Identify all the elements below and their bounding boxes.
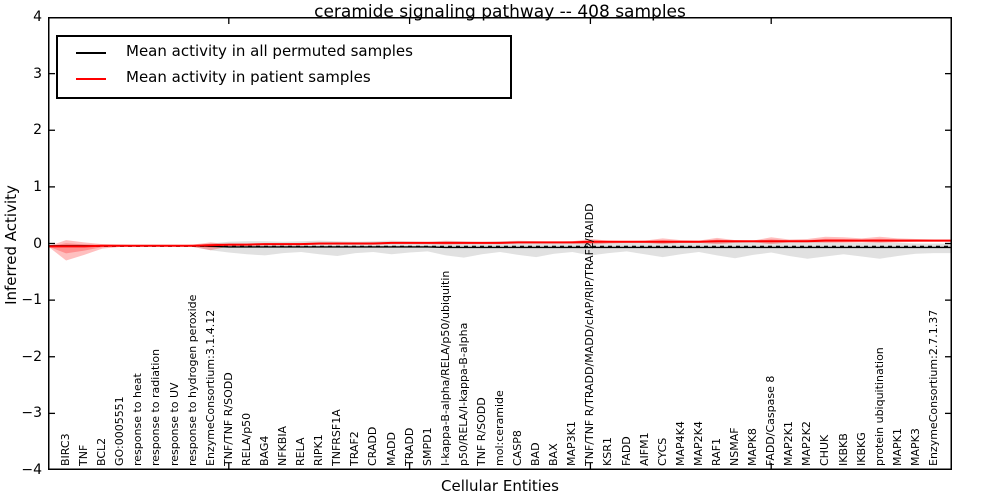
x-tick-label: MAP3K1: [565, 421, 579, 466]
x-tick-label: response to UV: [167, 382, 181, 466]
x-tick-label: TNF/TNF R/TRADD/MADD/cIAP/RIP/TRAF2/RAID…: [583, 203, 597, 466]
x-tick-label: BAG4: [257, 435, 271, 466]
legend-item-permuted: Mean activity in all permuted samples: [58, 40, 510, 66]
y-tick-label: 3: [33, 65, 42, 82]
patient-mean-line: [48, 239, 952, 248]
legend-line-patient-icon: [76, 78, 106, 80]
x-tick-label: MAP4K4: [673, 421, 687, 466]
x-tick-label: KSR1: [601, 437, 615, 466]
x-tick-label: mol:ceramide: [493, 390, 506, 466]
x-tick-label: SMPD1: [420, 427, 434, 466]
x-tick-label: TRADD: [402, 427, 416, 466]
x-tick-label: MADD: [384, 432, 398, 466]
x-tick-label: GO:0005551: [113, 396, 127, 466]
x-tick-label: IKBKG: [854, 432, 868, 466]
y-tick-label: −3: [21, 405, 42, 422]
x-tick-label: response to hydrogen peroxide: [185, 294, 199, 466]
y-tick-label: −4: [21, 462, 42, 478]
x-tick-label: protein ubiquitination: [872, 347, 886, 466]
x-tick-label: TNF R/SODD: [474, 397, 488, 466]
x-tick-label: MAPK8: [746, 428, 760, 466]
x-tick-label: RELA/p50: [239, 412, 253, 466]
x-tick-label: MAPK1: [890, 428, 904, 466]
x-axis-title: Cellular Entities: [441, 477, 559, 495]
permuted-std-band: [48, 240, 952, 259]
x-tick-label: NSMAF: [728, 427, 742, 466]
y-axis-title: Inferred Activity: [2, 185, 20, 305]
plot-area: [48, 17, 952, 470]
y-tick-label: 4: [33, 9, 42, 25]
legend-label-permuted: Mean activity in all permuted samples: [126, 42, 413, 60]
x-tick-label: MAP2K2: [800, 421, 814, 466]
x-tick-label: NFKBIA: [276, 425, 290, 466]
axes-frame: [48, 17, 952, 470]
x-tick-label: CASP8: [511, 430, 525, 466]
x-tick-label: FADD/Caspase 8: [764, 375, 778, 466]
x-tick-label: BAD: [529, 442, 543, 466]
x-tick-label: TNF: [77, 444, 91, 466]
x-tick-label: response to heat: [131, 373, 145, 466]
patient-std-band: [48, 236, 952, 261]
x-tick-label: TRAF2: [348, 431, 362, 466]
y-tick-label: 2: [33, 122, 42, 139]
x-tick-label: BAX: [547, 443, 561, 466]
y-tick-label: −1: [21, 292, 42, 309]
x-tick-label: p50/RELA/I-kappa-B-alpha: [456, 322, 470, 466]
x-tick-label: I-kappa-B-alpha/RELA/p50/ubiquitin: [438, 270, 452, 466]
legend-item-patient: Mean activity in patient samples: [58, 66, 510, 92]
x-tick-label: BIRC3: [59, 433, 73, 466]
x-tick-label: CHUK: [818, 434, 832, 466]
legend: Mean activity in all permuted samples Me…: [56, 35, 512, 99]
y-tick-label: 1: [33, 178, 42, 195]
x-tick-label: EnzymeConsortium:3.1.4.12: [203, 309, 217, 466]
x-tick-label: RELA: [294, 437, 308, 467]
x-tick-label: RAF1: [709, 437, 723, 466]
legend-label-patient: Mean activity in patient samples: [126, 68, 371, 86]
x-tick-label: TNFRSF1A: [330, 409, 344, 466]
x-tick-label: CRADD: [366, 426, 380, 466]
legend-line-permuted-icon: [76, 52, 106, 54]
y-tick-label: −2: [21, 348, 42, 365]
x-tick-label: FADD: [619, 436, 633, 466]
x-tick-label: response to radiation: [149, 348, 163, 466]
x-tick-label: AIFM1: [637, 432, 651, 466]
x-tick-label: IKBKB: [836, 433, 850, 466]
x-tick-label: TNF/TNF R/SODD: [221, 372, 235, 466]
x-tick-label: MAP2K4: [691, 421, 705, 466]
x-tick-label: CYCS: [655, 437, 669, 466]
x-tick-label: BCL2: [95, 437, 109, 466]
x-tick-label: MAP2K1: [782, 421, 796, 466]
x-tick-label: MAPK3: [908, 428, 922, 466]
x-tick-label: EnzymeConsortium:2.7.1.37: [926, 309, 940, 466]
x-tick-label: RIPK1: [312, 434, 326, 466]
y-tick-label: 0: [33, 235, 42, 252]
